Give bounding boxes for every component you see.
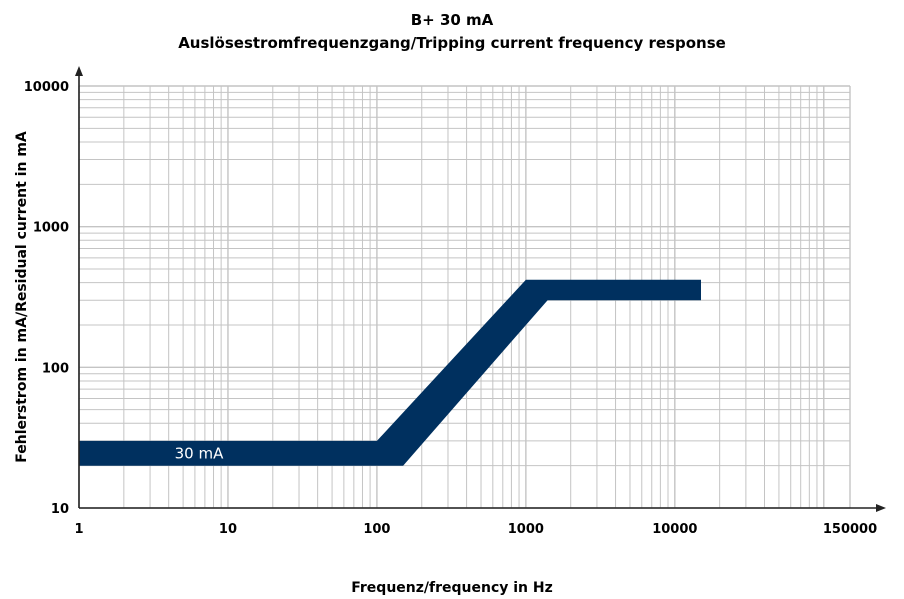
- y-tick-labels: 10 100 1000 10000: [24, 80, 69, 517]
- x-axis-arrow: [876, 504, 886, 512]
- series-label: 30 mA: [175, 444, 224, 462]
- y-axis-title: Fehlerstrom in mA/Residual current in mA: [14, 131, 30, 463]
- data-band: 30 mA: [79, 279, 701, 466]
- x-tick-label: 10000: [652, 522, 697, 537]
- y-tick-label: 10000: [24, 80, 69, 95]
- y-tick-label: 1000: [33, 221, 69, 236]
- x-tick-label: 100: [363, 522, 390, 537]
- y-tick-label: 10: [51, 502, 69, 517]
- x-axis-title: Frequenz/frequency in Hz: [351, 580, 553, 596]
- x-tick-labels: 1 10 100 1000 10000 150000: [74, 522, 877, 537]
- x-tick-label: 1: [74, 522, 83, 537]
- data-band-polygon: [79, 279, 701, 466]
- x-tick-label: 10: [219, 522, 237, 537]
- x-tick-label: 150000: [823, 522, 877, 537]
- y-axis-arrow: [75, 66, 83, 76]
- axes: [75, 66, 886, 512]
- chart-title: B+ 30 mA: [411, 11, 494, 29]
- y-tick-label: 100: [42, 361, 69, 376]
- chart-subtitle: Auslösestromfrequenzgang/Tripping curren…: [178, 34, 726, 52]
- x-tick-label: 1000: [508, 522, 544, 537]
